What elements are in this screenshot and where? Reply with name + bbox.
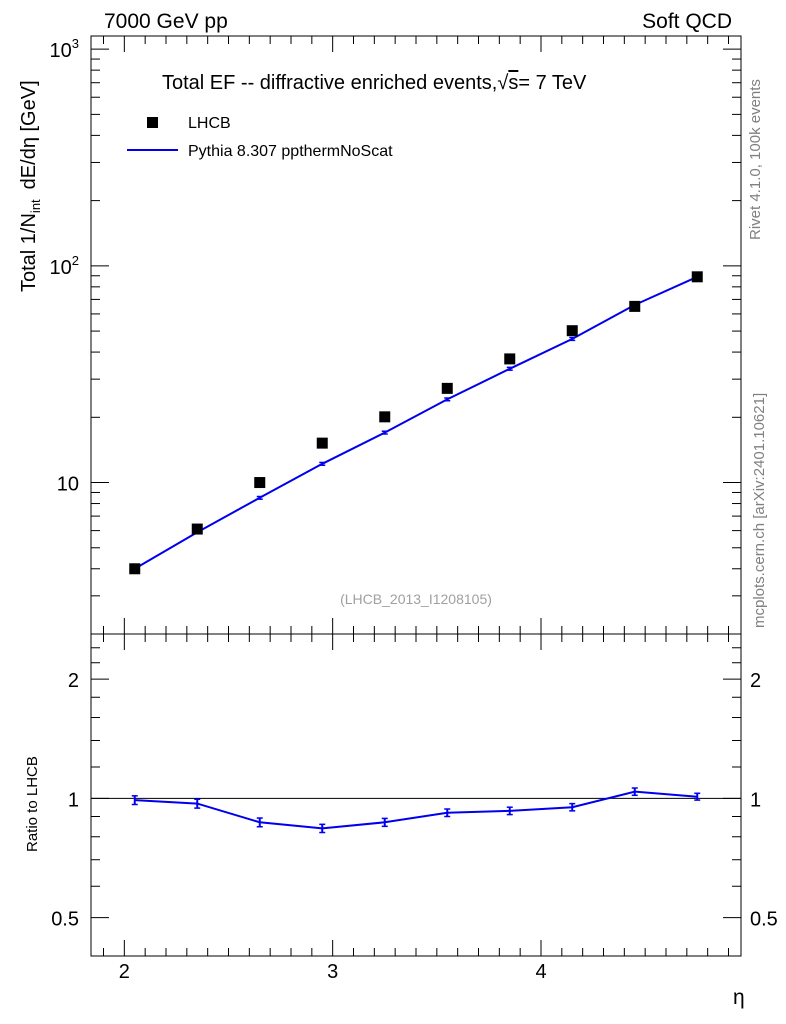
ratio-y-axis-label: Ratio to LHCB xyxy=(24,756,41,852)
chart-title-main: Total EF -- diffractive enriched events, xyxy=(162,72,497,94)
data-point xyxy=(129,563,141,575)
ratio-tick-label-left: 2 xyxy=(68,670,79,692)
sqrt-s: s xyxy=(508,72,518,94)
rivet-info: Rivet 4.1.0, 100k events xyxy=(747,79,764,240)
ratio-tick-label-right: 1 xyxy=(750,789,761,811)
axis-ticks xyxy=(91,36,741,957)
legend-data-label: LHCB xyxy=(188,115,231,132)
ratio-tick-label-left: 1 xyxy=(68,789,79,811)
data-point xyxy=(629,300,641,312)
y-tick-label: 102 xyxy=(50,253,79,279)
analysis-id: (LHCB_2013_I1208105) xyxy=(340,591,492,607)
ylabel-part-b: dE/dη [GeV] xyxy=(18,80,40,189)
ratio-series-line xyxy=(134,790,698,830)
data-point xyxy=(441,382,453,394)
header-process: 7000 GeV pp xyxy=(104,10,228,33)
x-tick-label: 3 xyxy=(327,961,338,983)
legend-data-marker xyxy=(147,117,158,128)
data-point xyxy=(254,477,266,489)
y-tick-label: 10 xyxy=(57,474,79,496)
mc-series-line xyxy=(134,275,698,570)
y-tick-label: 103 xyxy=(50,36,79,62)
data-series-group xyxy=(129,271,703,575)
legend-mc-label: Pythia 8.307 ppthermNoScat xyxy=(188,143,393,160)
data-point xyxy=(191,523,203,535)
ratio-tick-label-left: 0.5 xyxy=(51,909,79,931)
sqrt-symbol: √ xyxy=(497,72,508,94)
x-axis-label: η xyxy=(733,986,745,1009)
ratio-tick-label-right: 2 xyxy=(750,670,761,692)
x-tick-label: 2 xyxy=(119,961,130,983)
header-category: Soft QCD xyxy=(642,10,732,33)
ratio-series-group xyxy=(131,787,701,834)
chart-title: Total EF -- diffractive enriched events,… xyxy=(162,72,587,94)
data-point xyxy=(566,325,578,337)
main-y-axis-label: Total 1/Nint dE/dη [GeV] xyxy=(18,80,43,292)
mc-series-group xyxy=(131,274,701,571)
ylabel-subscript: int xyxy=(28,199,43,213)
site-citation: mcplots.cern.ch [arXiv:2401.10621] xyxy=(751,393,768,628)
data-point xyxy=(504,353,516,365)
data-point xyxy=(379,411,391,423)
chart-title-energy: = 7 TeV xyxy=(518,72,587,94)
data-point xyxy=(316,437,328,449)
x-tick-label: 4 xyxy=(535,961,546,983)
axis-tick-labels: 2 3 4 10 102 103 0.5 0.5 1 1 2 2 xyxy=(50,36,778,983)
ratio-tick-label-right: 0.5 xyxy=(750,909,778,931)
ylabel-part-a: Total 1/N xyxy=(18,213,40,292)
ratio-plot-frame xyxy=(90,633,742,957)
data-point xyxy=(691,271,703,283)
